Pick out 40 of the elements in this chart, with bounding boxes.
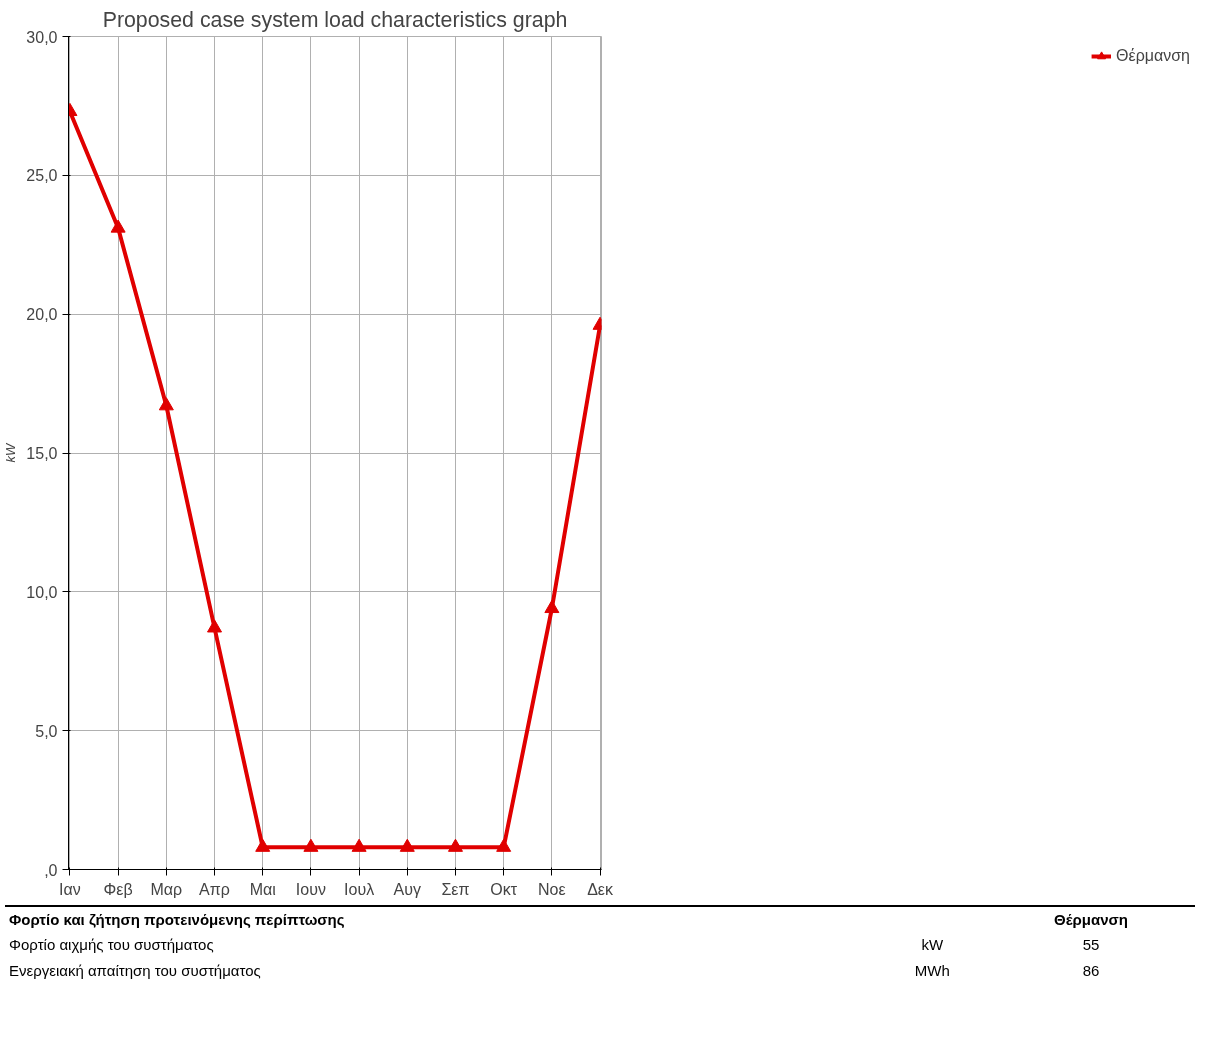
y-tick-label: 20,0 — [26, 306, 58, 324]
point — [447, 838, 463, 852]
x-tick-label: Φεβ — [103, 880, 133, 898]
point — [496, 838, 512, 852]
x-tick-label: Ιουν — [295, 880, 326, 898]
point — [207, 619, 223, 633]
point — [399, 838, 415, 852]
y-tick-label: 5,0 — [35, 722, 58, 740]
y-tick-label: 25,0 — [26, 167, 58, 185]
x-tick-label: Ιαν — [59, 880, 81, 898]
point — [110, 219, 126, 233]
x-tick-label: Οκτ — [490, 880, 518, 898]
y-tick-label: 10,0 — [26, 583, 58, 601]
x-tick-label: Μαρ — [150, 880, 183, 898]
text: Ενεργειακή απαίτηση του συστήματος — [8, 960, 262, 981]
text: 55 — [1081, 935, 1101, 956]
text: Φορτίο και ζήτηση προτεινόμενης περίπτωσης — [8, 910, 346, 930]
point — [351, 838, 367, 852]
y-tick-label: ,0 — [44, 861, 58, 879]
point — [255, 838, 271, 852]
point — [303, 838, 319, 852]
y-tick-label: 15,0 — [26, 445, 58, 462]
x-tick-label: Νοε — [538, 880, 566, 898]
y-tick-label: 30,0 — [26, 28, 58, 46]
text: kW — [920, 935, 945, 956]
text: Θέρμανση — [1053, 910, 1129, 930]
x-tick-label: Δεκ — [587, 880, 614, 898]
x-tick-label: Ιουλ — [344, 880, 375, 898]
x-tick-label: Αυγ — [393, 880, 421, 898]
point — [544, 599, 560, 614]
x-tick-label: Σεπ — [441, 880, 470, 898]
chart-title: Proposed case system load characteristics graph — [102, 7, 568, 32]
y-axis-title: kW — [3, 441, 19, 463]
text: 86 — [1081, 960, 1101, 981]
x-tick-label: Απρ — [199, 880, 230, 898]
x-tick-label: Μαι — [249, 880, 277, 898]
point — [158, 397, 174, 411]
legend-label: Θέρμανση — [1116, 47, 1190, 65]
text: Φορτίο αιχμής του συστήματος — [8, 935, 215, 956]
text: MWh — [913, 960, 951, 981]
